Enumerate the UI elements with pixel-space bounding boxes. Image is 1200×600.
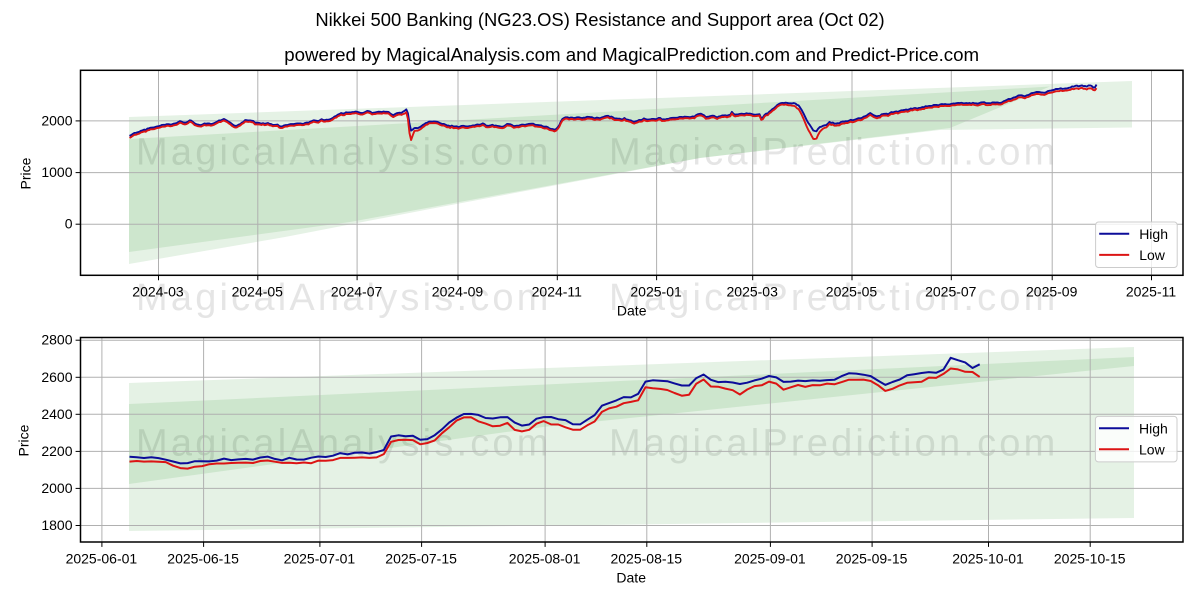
svg-text:MagicalPrediction.com: MagicalPrediction.com — [609, 132, 1058, 174]
svg-text:2025-06-01: 2025-06-01 — [66, 550, 138, 566]
svg-text:Date: Date — [616, 570, 646, 586]
svg-text:2600: 2600 — [41, 369, 72, 385]
svg-text:2200: 2200 — [41, 443, 72, 459]
svg-text:2000: 2000 — [41, 112, 72, 128]
svg-text:2024-11: 2024-11 — [532, 284, 583, 300]
svg-text:2025-07: 2025-07 — [925, 284, 977, 300]
svg-text:Low: Low — [1139, 441, 1166, 457]
svg-text:2025-03: 2025-03 — [727, 284, 779, 300]
svg-text:1000: 1000 — [41, 164, 72, 180]
svg-text:2024-07: 2024-07 — [331, 284, 383, 300]
svg-text:powered by MagicalAnalysis.com: powered by MagicalAnalysis.com and Magic… — [284, 44, 979, 65]
svg-text:2025-10-15: 2025-10-15 — [1054, 550, 1126, 566]
svg-text:2025-05: 2025-05 — [826, 284, 878, 300]
svg-text:2025-07-01: 2025-07-01 — [284, 550, 356, 566]
svg-text:High: High — [1139, 420, 1168, 436]
svg-text:2025-01: 2025-01 — [630, 284, 682, 300]
svg-text:2025-09-01: 2025-09-01 — [734, 550, 806, 566]
svg-text:0: 0 — [65, 216, 73, 232]
svg-text:2025-11: 2025-11 — [1126, 284, 1177, 300]
svg-text:2025-10-01: 2025-10-01 — [952, 550, 1024, 566]
svg-text:Price: Price — [18, 157, 34, 189]
svg-text:MagicalAnalysis.com: MagicalAnalysis.com — [136, 277, 552, 319]
svg-text:2400: 2400 — [41, 406, 72, 422]
svg-text:2025-08-15: 2025-08-15 — [610, 550, 682, 566]
svg-text:2800: 2800 — [41, 332, 72, 348]
svg-text:Nikkei 500 Banking (NG23.OS) R: Nikkei 500 Banking (NG23.OS) Resistance … — [315, 9, 884, 30]
svg-text:2024-05: 2024-05 — [232, 284, 284, 300]
svg-text:MagicalAnalysis.com: MagicalAnalysis.com — [136, 132, 552, 174]
svg-text:2025-09-15: 2025-09-15 — [836, 550, 908, 566]
svg-text:Low: Low — [1139, 247, 1166, 263]
svg-text:2025-09: 2025-09 — [1026, 284, 1078, 300]
svg-text:2024-03: 2024-03 — [132, 284, 184, 300]
svg-text:2024-09: 2024-09 — [432, 284, 484, 300]
svg-text:2025-07-15: 2025-07-15 — [385, 550, 457, 566]
svg-text:2000: 2000 — [41, 480, 72, 496]
svg-text:Price: Price — [16, 424, 32, 456]
svg-text:MagicalPrediction.com: MagicalPrediction.com — [609, 423, 1058, 465]
svg-text:High: High — [1139, 226, 1168, 242]
svg-text:2025-06-15: 2025-06-15 — [167, 550, 239, 566]
svg-text:1800: 1800 — [41, 517, 72, 533]
svg-text:Date: Date — [617, 303, 647, 319]
svg-text:MagicalPrediction.com: MagicalPrediction.com — [609, 277, 1058, 319]
svg-text:2025-08-01: 2025-08-01 — [509, 550, 581, 566]
